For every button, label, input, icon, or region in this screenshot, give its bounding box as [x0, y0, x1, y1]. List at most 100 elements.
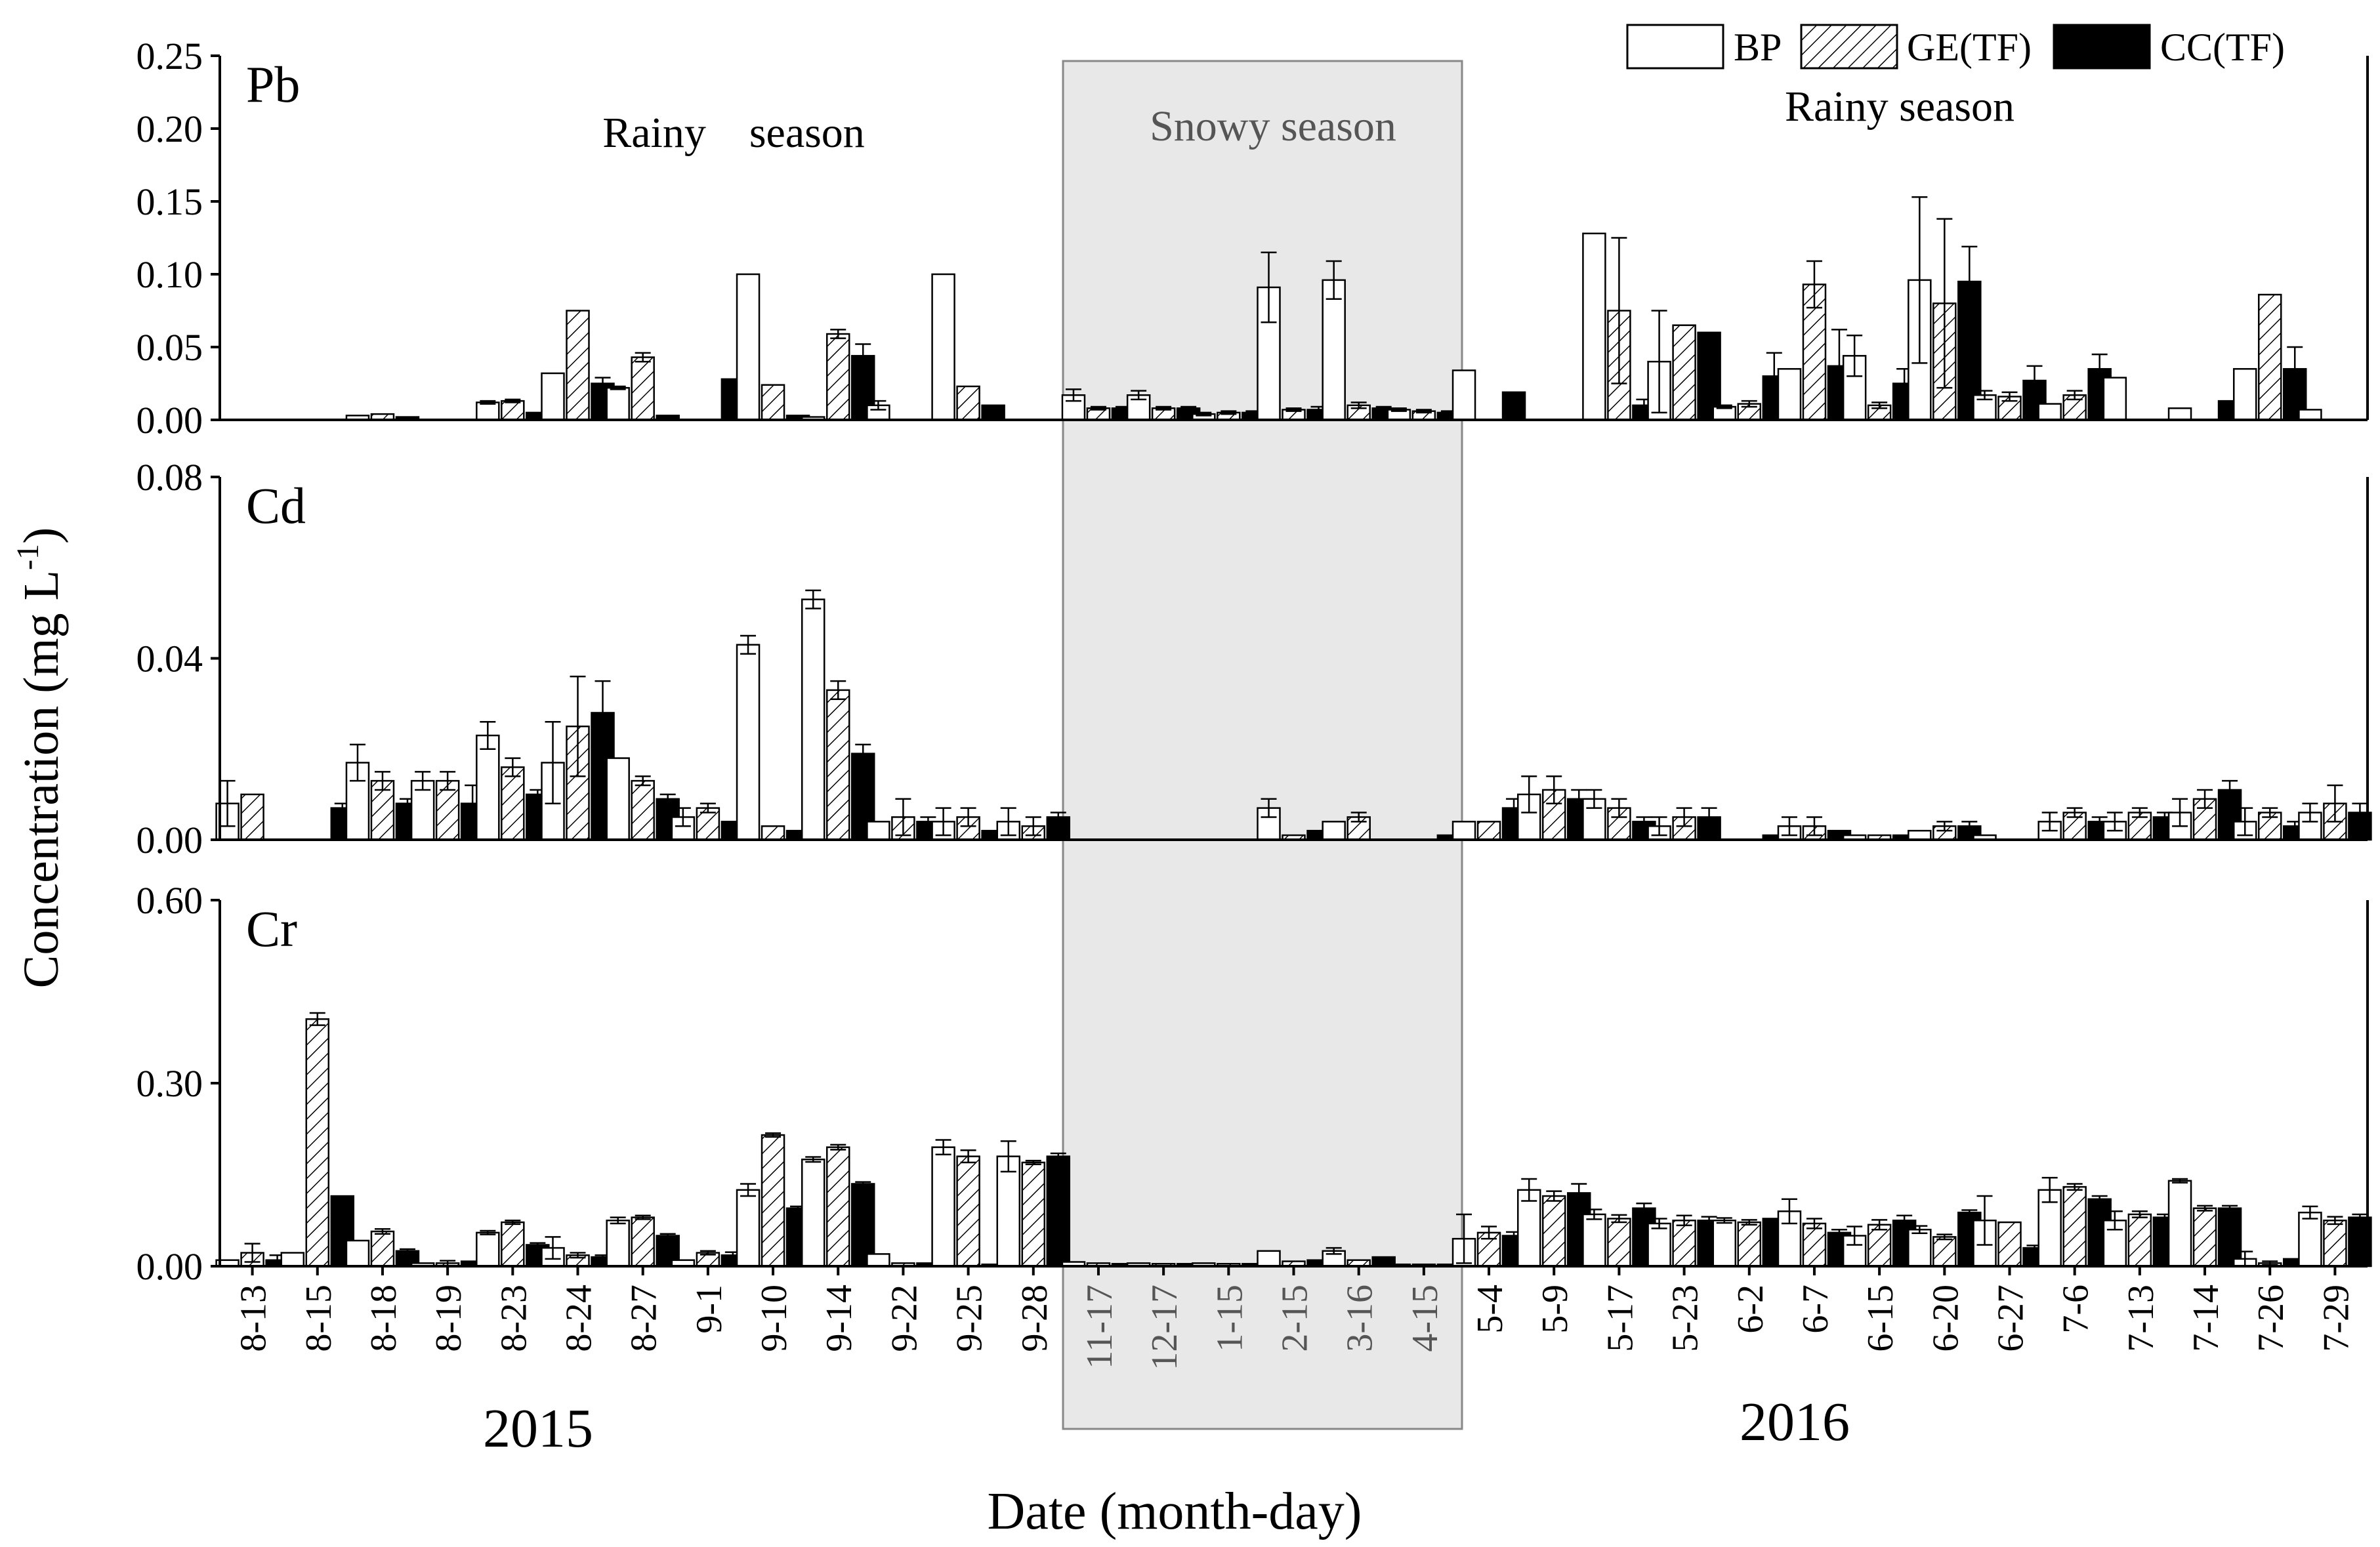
cd-bar-bp: [801, 598, 825, 841]
x-tick-label: 8-27: [624, 1285, 665, 1352]
cr-bar-bp: [2167, 1180, 2192, 1268]
cd-bar-ge: [631, 779, 655, 841]
x-tick-label: 9-28: [1014, 1285, 1055, 1352]
cr-bar-bp: [1908, 1228, 1932, 1268]
x-tick-label: 6-27: [1991, 1285, 2032, 1352]
pb-bar-bp: [476, 402, 500, 421]
pb-bar-bp: [1451, 369, 1476, 421]
pb-bar-ge: [566, 310, 590, 421]
cd-bar-bp: [476, 734, 500, 841]
x-axis-label: Date (month-day): [988, 1483, 1362, 1540]
pb-bar-ge: [956, 385, 980, 421]
cd-bar-bp: [1322, 821, 1346, 841]
cr-bar-ge: [2323, 1220, 2347, 1268]
cr-y-tick-label: 0.30: [136, 1062, 203, 1105]
x-tick-label: 6-20: [1925, 1285, 1966, 1352]
cr-bar-bp: [476, 1231, 500, 1268]
cr-bar-ge: [1997, 1221, 2022, 1268]
x-tick-label: 9-25: [950, 1285, 990, 1352]
y-axis-label-end: ): [14, 527, 69, 544]
cr-bar-bp: [2298, 1211, 2322, 1268]
cd-y-tick-label: 0.00: [136, 819, 203, 861]
x-tick-label: 1-15: [1209, 1285, 1250, 1352]
pb-bar-bp: [1582, 232, 1606, 421]
cr-bar-ge: [370, 1230, 395, 1268]
x-tick-label: 7-13: [2121, 1285, 2161, 1352]
cd-y-tick-label: 0.08: [136, 456, 203, 499]
cd-bar-ge: [761, 825, 785, 841]
x-tick-label: 6-7: [1795, 1285, 1836, 1334]
pb-bar-bp: [1322, 279, 1346, 421]
cd-bar-ge: [240, 793, 264, 841]
pb-bar-ge: [761, 384, 785, 421]
pb-bar-bp: [1777, 368, 1802, 421]
pb-y-tick-label: 0.00: [136, 399, 203, 442]
pb-bar-cc: [981, 404, 1005, 421]
legend-label-bp: BP: [1734, 26, 1782, 69]
legend: BP GE(TF) CC(TF): [1626, 24, 2285, 70]
cr-bar-ge: [1541, 1195, 1566, 1268]
x-tick-label: 8-24: [559, 1285, 600, 1352]
x-tick-label: 2-15: [1275, 1285, 1316, 1352]
x-tick-label: 8-23: [493, 1285, 534, 1352]
legend-swatch-bp: [1626, 24, 1724, 70]
snowy-season-band: [1062, 60, 1463, 1430]
cd-panel-label: Cd: [246, 477, 306, 534]
pb-bar-bp: [2232, 368, 2257, 421]
cd-bar-ge: [501, 766, 525, 841]
cd-bar-bp: [606, 757, 630, 841]
pb-y-tick-label: 0.25: [136, 35, 203, 77]
year-label-2016: 2016: [1740, 1392, 1850, 1453]
cr-bar-ge: [825, 1146, 850, 1268]
pb-bar-cc: [1501, 391, 1526, 421]
cr-bar-ge: [1672, 1220, 1696, 1268]
cr-bar-ge: [761, 1134, 785, 1268]
pb-bar-bp: [736, 273, 761, 421]
cr-bar-bp: [1516, 1189, 1541, 1268]
pb-bar-ge: [631, 356, 655, 421]
legend-swatch-ge: [1800, 24, 1898, 70]
pb-bar-bp: [2102, 377, 2127, 421]
cr-bar-bp: [801, 1159, 825, 1268]
axes-layer: 0.00 0.05 0.10 0.15 0.20 0.25 Pb 0.00 0.04 0.08 Cd…: [136, 35, 2369, 1371]
x-tick-label: 7-6: [2056, 1285, 2097, 1334]
cr-bar-bp: [996, 1155, 1021, 1268]
y-axis-label-sup: -1: [10, 544, 45, 570]
pb-bar-bp: [2298, 409, 2322, 421]
legend-swatch-cc: [2053, 24, 2151, 70]
x-tick-label: 4-15: [1405, 1285, 1446, 1352]
cr-bar-bp: [931, 1146, 955, 1268]
cr-bar-cc: [1046, 1155, 1071, 1268]
pb-bar-ge: [2257, 293, 2282, 421]
cr-bar-ge: [2127, 1213, 2152, 1268]
x-tick-label: 6-2: [1730, 1285, 1771, 1334]
cr-bar-bp: [866, 1253, 890, 1268]
cd-bar-bp: [1908, 829, 1932, 841]
x-tick-label: 5-23: [1665, 1285, 1706, 1352]
pb-bar-bp: [2167, 407, 2192, 421]
cr-bar-ge: [631, 1216, 655, 1268]
cd-bar-ge: [825, 689, 850, 841]
x-tick-label: 7-26: [2251, 1285, 2291, 1352]
cr-bar-bp: [1712, 1220, 1737, 1268]
pb-bar-ge: [501, 400, 525, 421]
y-axis-label-main: Concentration (mg L: [14, 570, 69, 988]
x-tick-label: 9-14: [819, 1285, 860, 1352]
cr-bar-ge: [1607, 1218, 1631, 1268]
cr-bar-ge: [501, 1221, 525, 1268]
x-tick-label: 7-14: [2186, 1285, 2226, 1352]
cr-bar-bp: [606, 1220, 630, 1268]
pb-bar-bp: [2037, 403, 2062, 421]
y-axis-label: Concentration (mg L-1): [10, 527, 69, 989]
x-tick-label: 12-17: [1144, 1285, 1185, 1371]
x-tick-label: 5-4: [1470, 1285, 1511, 1334]
pb-bar-ge: [825, 333, 850, 421]
cr-bar-ge: [1867, 1224, 1892, 1268]
cr-y-tick-label: 0.00: [136, 1245, 203, 1288]
cd-bar-bp: [736, 644, 761, 841]
pb-y-tick-label: 0.20: [136, 108, 203, 150]
pb-y-tick-label: 0.10: [136, 253, 203, 296]
x-tick-label: 11-17: [1079, 1285, 1120, 1369]
cr-bar-ge: [305, 1018, 330, 1268]
